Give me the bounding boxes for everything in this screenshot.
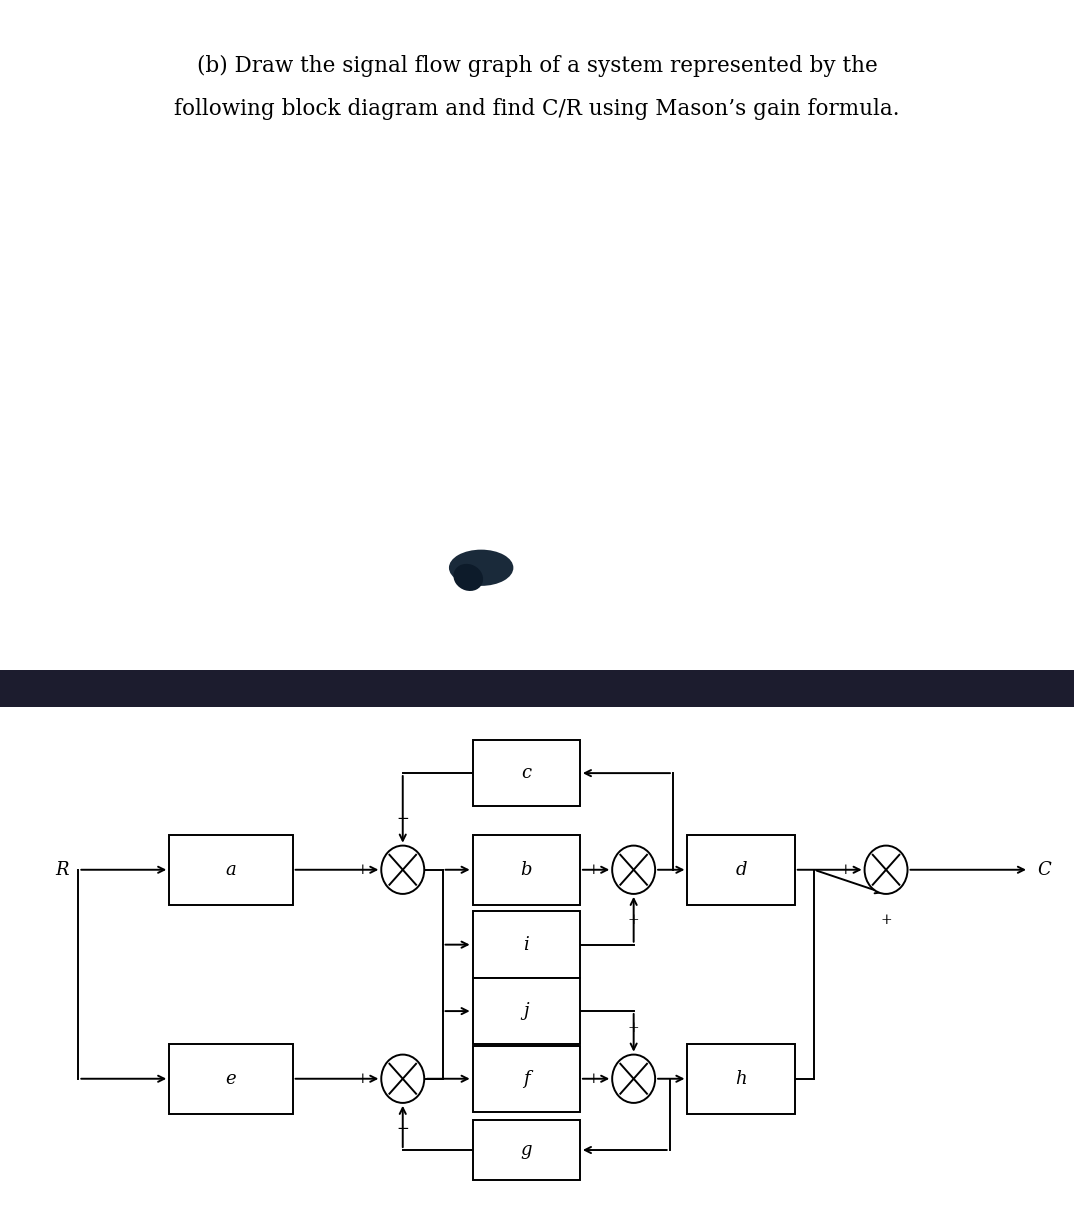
Text: d: d [736,861,746,878]
Text: +: + [587,863,598,877]
Bar [687,1044,795,1114]
Circle shape [612,1055,655,1103]
Text: a: a [226,861,236,878]
Circle shape [865,846,908,894]
Bar [0,670,1074,707]
Bar [170,1044,292,1114]
Text: c: c [521,765,532,782]
Text: −: − [396,1122,409,1137]
Bar [687,835,795,905]
Text: −: − [396,812,409,826]
Text: R: R [56,861,69,878]
Text: (b) Draw the signal flow graph of a system represented by the: (b) Draw the signal flow graph of a syst… [197,56,877,77]
Text: +: + [628,913,639,928]
Bar [170,835,292,905]
Text: e: e [226,1070,236,1087]
Bar [473,978,580,1044]
Text: following block diagram and find C/R using Mason’s gain formula.: following block diagram and find C/R usi… [174,98,900,120]
Text: j: j [523,1003,529,1020]
Text: C: C [1037,861,1050,878]
Text: +: + [587,1071,598,1086]
Circle shape [612,846,655,894]
Bar [473,912,580,978]
Circle shape [381,1055,424,1103]
Bar [473,835,580,905]
Text: +: + [357,1071,367,1086]
Ellipse shape [453,564,483,591]
Text: i: i [523,936,529,953]
Circle shape [381,846,424,894]
Text: h: h [736,1070,746,1087]
Ellipse shape [449,550,513,586]
Bar [473,739,580,807]
Text: b: b [521,861,532,878]
Bar [473,1120,580,1180]
Text: g: g [521,1142,532,1158]
Text: +: + [628,1021,639,1035]
Text: +: + [840,863,851,877]
Text: +: + [881,913,891,928]
Bar [473,1045,580,1111]
Text: f: f [523,1070,529,1087]
Text: +: + [357,863,367,877]
